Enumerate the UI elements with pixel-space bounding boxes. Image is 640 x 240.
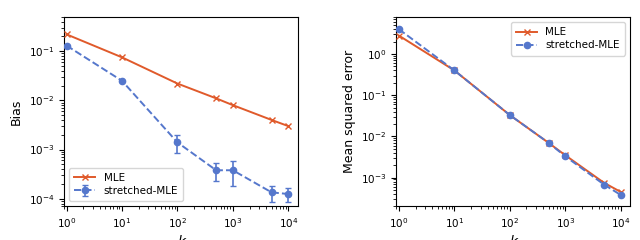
MLE bbox=[63, 33, 70, 36]
Line: MLE: MLE bbox=[63, 31, 292, 130]
Y-axis label: Bias: Bias bbox=[10, 98, 23, 125]
MLE bbox=[268, 119, 275, 121]
stretched-MLE bbox=[600, 183, 608, 186]
Legend: MLE, stretched-MLE: MLE, stretched-MLE bbox=[69, 168, 183, 201]
MLE bbox=[545, 141, 552, 144]
MLE bbox=[600, 181, 608, 184]
MLE bbox=[395, 34, 403, 37]
Y-axis label: Mean squared error: Mean squared error bbox=[342, 50, 356, 173]
MLE bbox=[451, 69, 458, 72]
MLE bbox=[173, 82, 181, 85]
stretched-MLE bbox=[395, 28, 403, 31]
MLE bbox=[617, 191, 625, 193]
MLE bbox=[506, 114, 514, 116]
stretched-MLE bbox=[451, 69, 458, 72]
Line: stretched-MLE: stretched-MLE bbox=[396, 26, 624, 198]
MLE bbox=[118, 56, 126, 59]
X-axis label: k: k bbox=[509, 235, 517, 240]
stretched-MLE bbox=[617, 193, 625, 196]
MLE bbox=[229, 104, 237, 107]
MLE bbox=[284, 125, 292, 127]
stretched-MLE bbox=[561, 155, 569, 158]
stretched-MLE bbox=[545, 141, 552, 144]
Line: MLE: MLE bbox=[396, 32, 624, 195]
stretched-MLE bbox=[506, 114, 514, 116]
MLE bbox=[561, 154, 569, 157]
MLE bbox=[212, 97, 220, 100]
X-axis label: k: k bbox=[177, 235, 185, 240]
Legend: MLE, stretched-MLE: MLE, stretched-MLE bbox=[511, 22, 625, 55]
